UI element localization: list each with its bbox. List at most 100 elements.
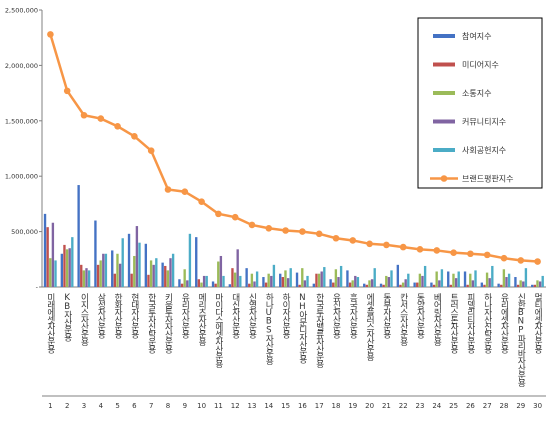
x-rank-label: 10 — [197, 402, 206, 410]
legend-swatch — [433, 34, 455, 38]
bar — [152, 264, 155, 287]
x-rank-label: 26 — [466, 402, 475, 410]
bar — [217, 261, 220, 287]
x-category-label: 동부자산운용 — [381, 293, 391, 339]
bar — [303, 280, 307, 287]
bar — [390, 270, 393, 287]
bar — [507, 273, 511, 287]
bar — [435, 271, 438, 287]
legend-label: 사회공헌지수 — [462, 146, 506, 155]
line-point — [366, 240, 373, 248]
bar — [96, 264, 100, 287]
bar — [239, 275, 242, 287]
bar — [432, 284, 436, 287]
bar — [430, 282, 433, 287]
legend-swatch — [433, 119, 455, 124]
bar — [348, 282, 352, 287]
x-rank-label: 19 — [348, 402, 357, 410]
bar — [454, 278, 458, 287]
y-tick-label: 2,500,000 — [5, 7, 38, 15]
bar — [195, 237, 198, 287]
bar — [183, 269, 186, 287]
bar — [440, 269, 444, 287]
x-rank-label: 20 — [365, 402, 374, 410]
x-category-label: 삼성자산운용 — [96, 293, 106, 339]
line-point — [63, 87, 71, 95]
legend-box — [417, 17, 543, 189]
x-category-label: 유리에셋자산운용 — [499, 293, 509, 354]
x-category-label: 동양자산운용 — [415, 293, 425, 339]
bar — [323, 267, 326, 287]
x-rank-label: 16 — [298, 402, 307, 410]
bar — [65, 249, 69, 287]
x-category-label: 하나UBS자산운용 — [264, 293, 274, 365]
x-rank-label: 22 — [399, 402, 408, 410]
bar — [519, 280, 522, 287]
bar — [522, 281, 525, 287]
bar — [421, 275, 424, 287]
bar — [262, 277, 265, 287]
bar — [407, 273, 410, 287]
bar — [236, 249, 239, 287]
bar — [396, 264, 400, 287]
bar — [135, 226, 139, 287]
x-rank-label: 5 — [115, 402, 119, 410]
bar — [438, 280, 441, 287]
bar — [368, 280, 371, 287]
x-category-label: 베어링자산운용 — [432, 293, 442, 346]
line-point — [399, 243, 407, 251]
x-category-label: 신영자산운용 — [247, 293, 257, 339]
x-rank-label: 1 — [48, 402, 52, 410]
legend-swatch-marker — [440, 175, 448, 182]
bar — [423, 265, 427, 287]
bar — [77, 185, 80, 287]
bar — [71, 237, 74, 287]
legend-swatch — [433, 148, 455, 152]
x-rank-label: 8 — [166, 402, 170, 410]
x-rank-label: 21 — [382, 402, 391, 410]
bar — [370, 279, 374, 287]
bar — [538, 281, 542, 287]
x-category-label: 멀티에셋자산운용 — [533, 293, 543, 354]
bar — [121, 238, 124, 287]
x-rank-label: 28 — [500, 402, 509, 410]
line-point — [517, 257, 525, 264]
line-point — [131, 133, 138, 140]
bar — [474, 270, 477, 287]
line-point — [80, 111, 88, 119]
x-category-label: NH아문디자산운용 — [297, 293, 307, 364]
bar — [363, 283, 366, 287]
bar — [200, 282, 203, 287]
x-category-label: 에셋플러스자산운용 — [365, 293, 375, 361]
bar — [144, 243, 148, 287]
x-rank-label: 14 — [264, 402, 273, 410]
bar — [178, 279, 181, 287]
bar — [346, 270, 349, 287]
bar — [228, 284, 232, 287]
x-category-label: 칸서스자산운용 — [398, 293, 408, 346]
bar — [166, 270, 170, 287]
bar — [317, 273, 321, 287]
y-tick-label: 2,000,000 — [5, 62, 38, 70]
bar — [54, 260, 57, 287]
bar — [315, 273, 318, 287]
bar — [43, 213, 47, 287]
bar — [491, 265, 494, 287]
bar — [133, 255, 136, 287]
y-tick-label: 1,000,000 — [5, 173, 38, 181]
bar — [169, 258, 172, 287]
bar — [457, 271, 460, 287]
bar — [127, 233, 131, 287]
bar — [485, 272, 489, 287]
bar — [82, 270, 86, 287]
x-rank-label: 4 — [99, 402, 104, 410]
bar — [130, 273, 133, 287]
x-rank-label: 15 — [281, 402, 290, 410]
x-category-label: 하나자산신탁운용 — [482, 293, 492, 354]
bar — [320, 271, 323, 287]
bar — [80, 264, 83, 287]
bar — [404, 279, 407, 287]
bar — [480, 282, 484, 287]
bar — [329, 279, 332, 287]
x-category-label: 현대자산운용 — [129, 293, 139, 339]
